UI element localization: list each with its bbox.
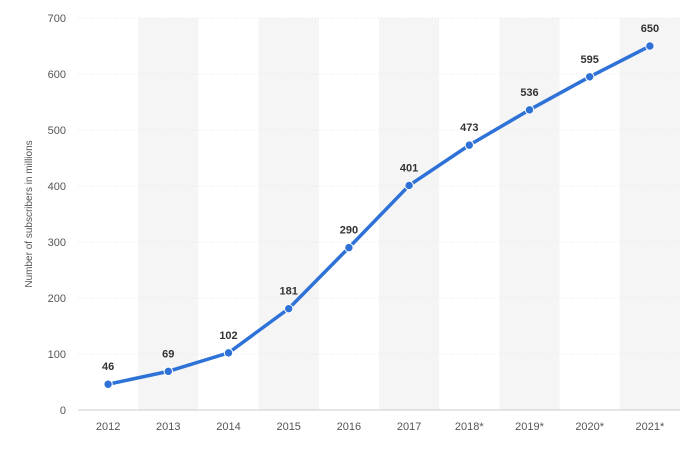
data-label: 69	[162, 348, 174, 360]
column-band	[379, 18, 440, 410]
data-point[interactable]	[404, 180, 414, 191]
data-point[interactable]	[344, 242, 354, 253]
y-tick-label: 700	[48, 13, 66, 25]
x-tick-label: 2015	[276, 421, 300, 433]
column-band	[138, 18, 199, 410]
y-axis-label: Number of subscribers in millions	[24, 140, 35, 287]
x-tick-label: 2018*	[455, 421, 484, 433]
column-band	[619, 18, 680, 410]
data-point[interactable]	[223, 348, 234, 358]
data-label: 46	[102, 361, 114, 373]
y-tick-label: 500	[48, 125, 66, 137]
data-point[interactable]	[464, 140, 474, 150]
data-label: 473	[460, 122, 478, 134]
gridlines	[78, 17, 680, 411]
data-point[interactable]	[524, 105, 535, 115]
y-tick-label: 300	[48, 237, 66, 249]
data-label: 181	[280, 286, 298, 298]
x-tick-label: 2016	[337, 421, 361, 433]
data-point[interactable]	[645, 41, 655, 51]
y-axis-ticks: 0 100 200 300 400 500 600 700	[48, 13, 66, 417]
column-band	[499, 18, 560, 410]
data-label: 536	[520, 87, 538, 99]
data-point[interactable]	[585, 72, 595, 82]
y-tick-label: 400	[48, 181, 66, 193]
y-tick-label: 100	[48, 349, 66, 361]
y-tick-label: 0	[60, 405, 66, 417]
y-tick-label: 200	[48, 293, 66, 305]
x-tick-label: 2021*	[636, 421, 665, 433]
data-label: 595	[581, 54, 599, 66]
data-label: 102	[219, 330, 237, 342]
column-band	[258, 18, 319, 410]
series-line	[106, 44, 652, 386]
data-labels: 46 69 102 181 290 401 473 536 595 650	[102, 23, 659, 373]
x-axis-ticks: 2012 2013 2014 2015 2016 2017 2018* 2019* 2020* 2…	[96, 421, 665, 433]
y-tick-label: 600	[48, 69, 66, 81]
x-tick-label: 2017	[397, 421, 421, 433]
x-tick-label: 2020*	[575, 421, 604, 433]
x-tick-label: 2014	[216, 421, 240, 433]
data-point[interactable]	[284, 303, 294, 314]
x-tick-label: 2013	[156, 421, 180, 433]
x-tick-label: 2019*	[515, 421, 544, 433]
x-tick-label: 2012	[96, 421, 120, 433]
data-label: 650	[641, 23, 659, 35]
data-label: 290	[340, 225, 358, 237]
data-label: 401	[400, 162, 418, 174]
data-point[interactable]	[163, 366, 174, 377]
column-bands	[138, 18, 680, 410]
data-points	[103, 41, 655, 389]
data-point[interactable]	[103, 379, 113, 389]
